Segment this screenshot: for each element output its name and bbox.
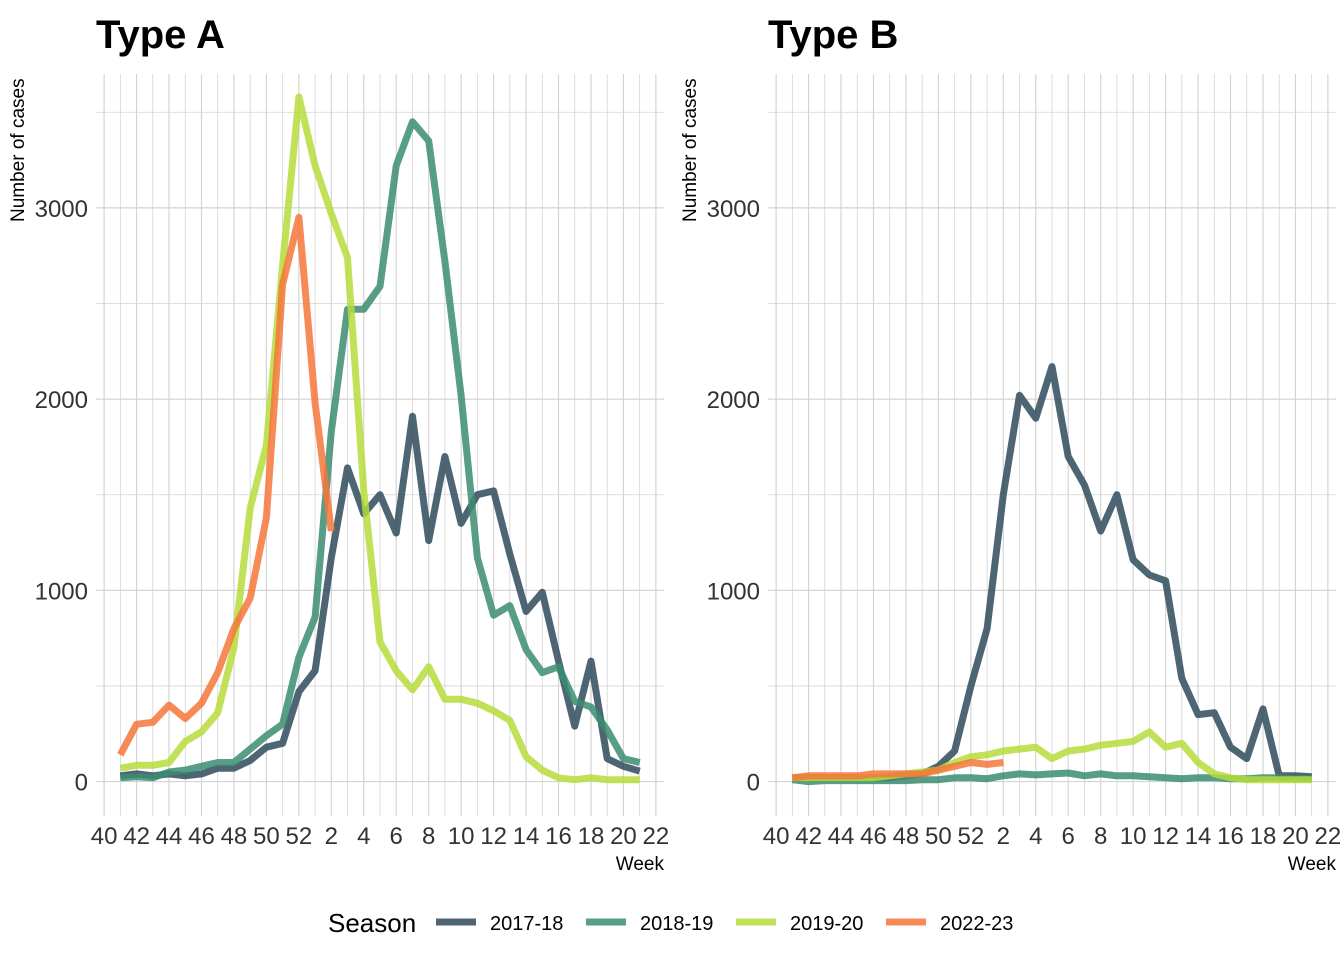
x-tick-label: 50 bbox=[253, 823, 280, 850]
series-line-2022-23 bbox=[791, 759, 1004, 782]
x-tick-label: 52 bbox=[286, 823, 313, 850]
x-tick-label: 12 bbox=[1152, 823, 1179, 850]
y-tick-label: 0 bbox=[75, 770, 88, 797]
x-tick-label: 42 bbox=[123, 823, 150, 850]
x-tick-label: 20 bbox=[1282, 823, 1309, 850]
x-tick-label: 46 bbox=[860, 823, 887, 850]
x-tick-label: 14 bbox=[1185, 823, 1212, 850]
x-tick-label: 40 bbox=[763, 823, 790, 850]
x-tick-label: 10 bbox=[448, 823, 475, 850]
x-tick-label: 40 bbox=[91, 823, 118, 850]
x-tick-label: 18 bbox=[1250, 823, 1277, 850]
y-axis-label: Number of cases bbox=[680, 78, 701, 222]
x-axis-label: Week bbox=[1288, 854, 1337, 875]
x-tick-label: 6 bbox=[1062, 823, 1075, 850]
legend-label-2022-23: 2022-23 bbox=[940, 913, 1013, 935]
x-tick-label: 4 bbox=[357, 823, 370, 850]
x-tick-label: 50 bbox=[925, 823, 952, 850]
x-tick-label: 44 bbox=[828, 823, 855, 850]
legend-label-2018-19: 2018-19 bbox=[640, 913, 713, 935]
y-tick-label: 0 bbox=[747, 770, 760, 797]
y-tick-label: 1000 bbox=[35, 578, 88, 605]
x-tick-label: 12 bbox=[480, 823, 507, 850]
series-line-2017-18 bbox=[119, 412, 641, 780]
x-tick-label: 2 bbox=[997, 823, 1010, 850]
y-axis-label: Number of cases bbox=[8, 78, 29, 222]
y-tick-label: 2000 bbox=[35, 387, 88, 414]
y-tick-label: 1000 bbox=[707, 578, 760, 605]
x-tick-label: 22 bbox=[1315, 823, 1342, 850]
legend-label-2017-18: 2017-18 bbox=[490, 913, 563, 935]
legend-title: Season bbox=[328, 908, 416, 938]
x-tick-label: 6 bbox=[390, 823, 403, 850]
x-tick-label: 48 bbox=[221, 823, 248, 850]
x-tick-label: 44 bbox=[156, 823, 183, 850]
x-tick-label: 46 bbox=[188, 823, 215, 850]
x-tick-label: 4 bbox=[1029, 823, 1042, 850]
panel-title: Type B bbox=[768, 13, 898, 57]
x-tick-label: 8 bbox=[1094, 823, 1107, 850]
x-tick-label: 8 bbox=[422, 823, 435, 850]
y-tick-label: 3000 bbox=[35, 196, 88, 223]
x-tick-label: 48 bbox=[893, 823, 920, 850]
x-tick-label: 20 bbox=[610, 823, 637, 850]
series-line-2022-23 bbox=[117, 213, 335, 757]
legend: Season 2017-18 2018-19 2019-20 2022-23 bbox=[328, 908, 1013, 938]
x-tick-label: 14 bbox=[513, 823, 540, 850]
x-tick-label: 22 bbox=[643, 823, 670, 850]
panel-title: Type A bbox=[96, 13, 225, 57]
x-tick-label: 52 bbox=[958, 823, 985, 850]
x-tick-label: 16 bbox=[545, 823, 572, 850]
series-line-2019-20 bbox=[119, 93, 640, 784]
x-tick-label: 18 bbox=[578, 823, 605, 850]
x-tick-label: 10 bbox=[1120, 823, 1147, 850]
series-line-2018-19 bbox=[120, 118, 641, 782]
y-tick-label: 3000 bbox=[707, 196, 760, 223]
x-axis-label: Week bbox=[616, 854, 665, 875]
x-tick-label: 42 bbox=[795, 823, 822, 850]
x-tick-label: 16 bbox=[1217, 823, 1244, 850]
y-tick-label: 2000 bbox=[707, 387, 760, 414]
legend-label-2019-20: 2019-20 bbox=[790, 913, 863, 935]
x-tick-label: 2 bbox=[325, 823, 338, 850]
